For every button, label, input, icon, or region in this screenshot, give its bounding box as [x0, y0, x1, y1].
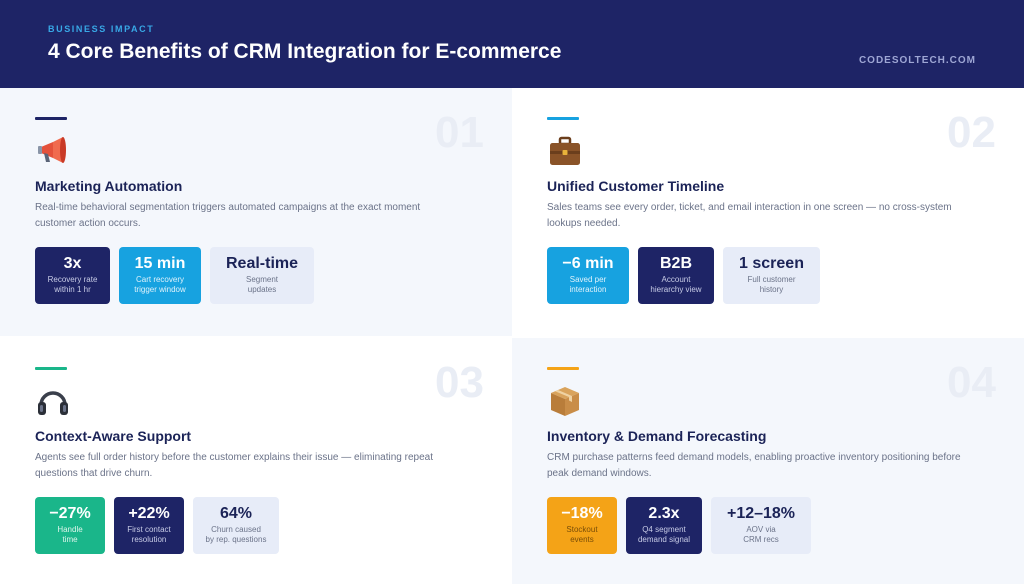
stat-row: −6 min Saved per interaction B2B Account h…	[547, 247, 820, 304]
accent-bar	[547, 367, 579, 370]
stat-tile: −27% Handle time	[35, 497, 105, 554]
stat-row: −18% Stockout events 2.3x Q4 segment deman…	[547, 497, 811, 554]
stat-value: 2.3x	[648, 505, 680, 522]
card-description: CRM purchase patterns feed demand models…	[547, 450, 987, 482]
stat-label: Handle time	[57, 525, 83, 544]
stat-tile: 2.3x Q4 segment demand signal	[626, 497, 702, 554]
description-line: CRM purchase patterns feed demand models…	[547, 452, 961, 463]
stat-value: 64%	[219, 505, 253, 522]
stat-value: 15 min	[134, 255, 186, 272]
card-title: Inventory & Demand Forecasting	[547, 428, 767, 444]
card-description: Sales teams see every order, ticket, and…	[547, 200, 987, 232]
description-line: questions that drive churn.	[35, 468, 153, 479]
description-line: peak demand windows.	[547, 468, 652, 479]
card-number: 04	[947, 358, 996, 407]
card-number: 03	[435, 358, 484, 407]
accent-bar	[547, 117, 579, 120]
stat-tile: −18% Stockout events	[547, 497, 617, 554]
card-description: Real-time behavioral segmentation trigge…	[35, 200, 475, 232]
card-title: Unified Customer Timeline	[547, 178, 725, 194]
stat-label: Stockout events	[566, 525, 598, 544]
description-line: Sales teams see every order, ticket, and…	[547, 202, 952, 213]
page-title: 4 Core Benefits of CRM Integration for E…	[48, 40, 562, 63]
card-title: Context-Aware Support	[35, 428, 192, 444]
stat-label: Q4 segment demand signal	[637, 525, 691, 544]
benefit-card-marketing-automation: 01 Marketing Automation Real-time behavi…	[0, 88, 512, 336]
stat-label: Segment updates	[245, 275, 279, 294]
stat-value: Real-time	[225, 255, 299, 272]
stat-tile: −6 min Saved per interaction	[547, 247, 629, 304]
header: BUSINESS IMPACT 4 Core Benefits of CRM I…	[0, 0, 1024, 88]
stat-row: −27% Handle time +22% First contact resolu…	[35, 497, 279, 554]
stat-label: Cart recovery trigger window	[134, 275, 186, 294]
accent-bar	[35, 117, 67, 120]
stat-label: Account hierarchy view	[650, 275, 702, 294]
stat-label: Churn caused by rep. questions	[205, 525, 267, 544]
stat-label: Full customer history	[747, 275, 796, 294]
megaphone-icon	[38, 137, 66, 163]
stat-value: −18%	[561, 505, 603, 522]
stat-tile: 15 min Cart recovery trigger window	[119, 247, 201, 304]
stat-value: 1 screen	[739, 255, 804, 272]
description-line: Agents see full order history before the…	[35, 452, 433, 463]
stat-tile: B2B Account hierarchy view	[638, 247, 714, 304]
stat-label: AOV via CRM recs	[743, 525, 779, 544]
stat-row: 3x Recovery rate within 1 hr 15 min Cart …	[35, 247, 314, 304]
stat-value: B2B	[659, 255, 692, 272]
stat-tile: Real-time Segment updates	[210, 247, 314, 304]
description-line: customer action occurs.	[35, 218, 141, 229]
benefit-card-inventory-forecasting: 04 Inventory & Demand Forecasting CRM pu…	[512, 338, 1024, 584]
benefit-card-context-support: 03 Context-Aware Support Agents see full…	[0, 338, 512, 584]
stat-value: −6 min	[562, 255, 614, 272]
stat-tile: 64% Churn caused by rep. questions	[193, 497, 279, 554]
package-icon	[551, 387, 579, 416]
description-line: lookups needed.	[547, 218, 621, 229]
stat-label: First contact resolution	[127, 525, 171, 544]
site-link[interactable]: CODESOLTECH.COM	[858, 55, 976, 66]
stat-tile: 1 screen Full customer history	[723, 247, 820, 304]
stat-tile: +12–18% AOV via CRM recs	[711, 497, 811, 554]
card-number: 02	[947, 108, 996, 157]
headphones-icon	[38, 391, 68, 415]
description-line: Real-time behavioral segmentation trigge…	[35, 202, 421, 213]
briefcase-icon	[550, 136, 580, 165]
card-description: Agents see full order history before the…	[35, 450, 475, 482]
stat-value: +12–18%	[726, 505, 796, 522]
stat-value: −27%	[49, 505, 91, 522]
card-number: 01	[435, 108, 484, 157]
stat-label: Saved per interaction	[569, 275, 607, 294]
stat-value: 3x	[63, 255, 82, 272]
stat-tile: 3x Recovery rate within 1 hr	[35, 247, 110, 304]
benefit-card-unified-timeline: 02 Unified Customer Timeline Sales teams…	[512, 88, 1024, 336]
card-title: Marketing Automation	[35, 178, 183, 194]
eyebrow: BUSINESS IMPACT	[48, 24, 155, 34]
accent-bar	[35, 367, 67, 370]
stat-tile: +22% First contact resolution	[114, 497, 184, 554]
stat-label: Recovery rate within 1 hr	[47, 275, 98, 294]
stat-value: +22%	[128, 505, 170, 522]
